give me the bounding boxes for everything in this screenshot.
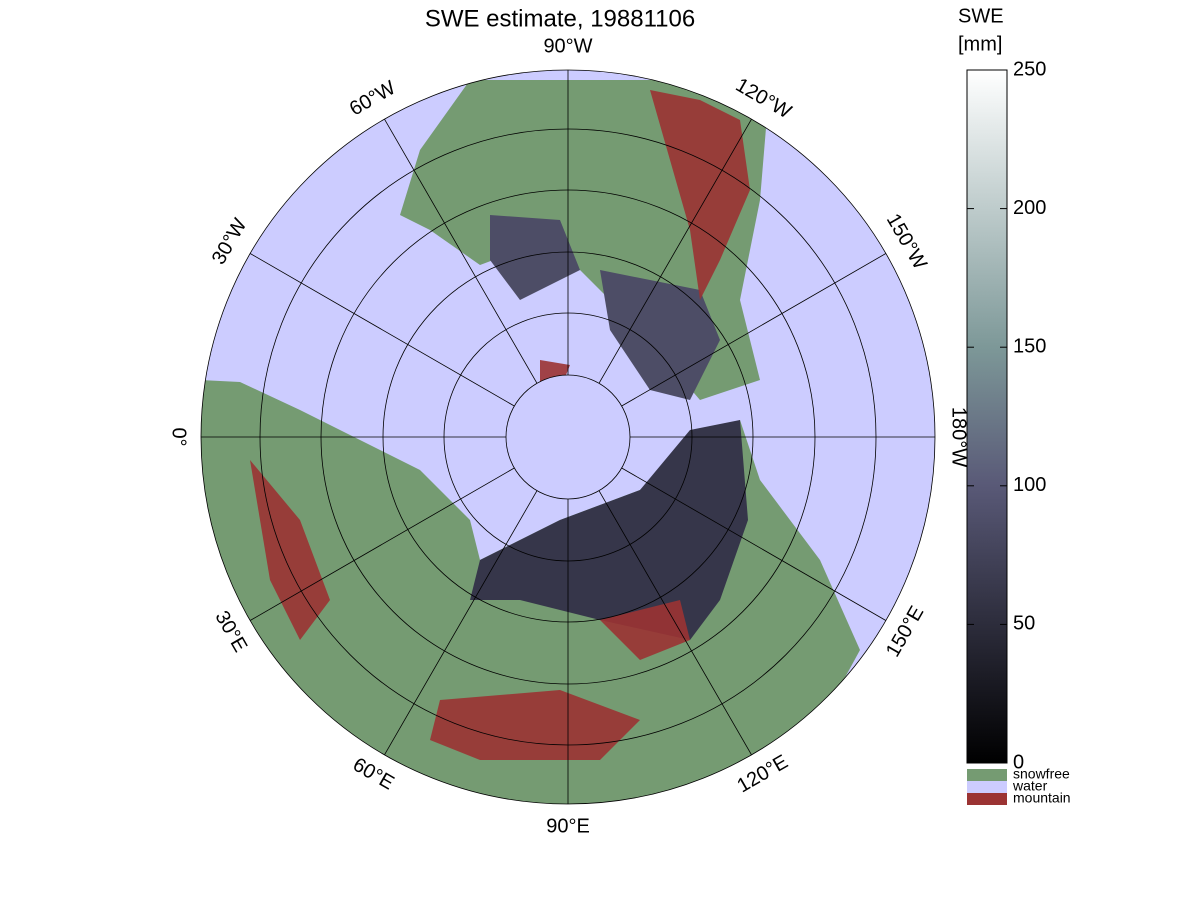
legend-label: mountain <box>1013 790 1071 806</box>
meridian-label: 90°W <box>543 35 592 57</box>
meridian <box>249 253 515 407</box>
meridian-label: 90°E <box>546 815 590 837</box>
colorbar-label: SWE <box>958 5 1004 27</box>
colorbar-tick-label: 100 <box>1013 474 1046 496</box>
meridian <box>384 118 538 384</box>
colorbar-tick-label: 50 <box>1013 613 1035 635</box>
colorbar-tick-label: 0 <box>1013 751 1024 773</box>
meridian-label: 30°W <box>208 215 252 269</box>
map-area <box>201 70 935 804</box>
colorbar-tick-label: 150 <box>1013 335 1046 357</box>
legend-swatch <box>967 769 1007 781</box>
graticule <box>200 69 936 805</box>
meridian <box>621 253 887 407</box>
meridian <box>249 467 515 621</box>
legend-label: snowfree <box>1013 766 1070 782</box>
colorbar-label: [mm] <box>958 33 1002 55</box>
meridian-label: 60°E <box>349 754 398 795</box>
pole-hole <box>506 375 630 499</box>
snow-america <box>490 215 720 400</box>
colorbar <box>966 69 1008 764</box>
map-title: SWE estimate, 19881106 <box>425 5 695 32</box>
colorbar-tick-label: 250 <box>1013 58 1046 80</box>
legend-swatch <box>967 793 1007 805</box>
meridian <box>621 467 887 621</box>
mountain-area <box>250 90 750 760</box>
colorbar-tick-label: 200 <box>1013 197 1046 219</box>
meridian <box>598 118 752 384</box>
legend-label: water <box>1012 778 1048 794</box>
meridian <box>598 490 752 756</box>
meridian-label: 30°E <box>210 607 251 656</box>
meridian <box>384 490 538 756</box>
meridian-label: 180°W <box>948 407 970 467</box>
legend-swatch <box>967 781 1007 793</box>
meridian-label: 60°W <box>346 77 400 121</box>
meridian-label: 0° <box>168 427 190 446</box>
